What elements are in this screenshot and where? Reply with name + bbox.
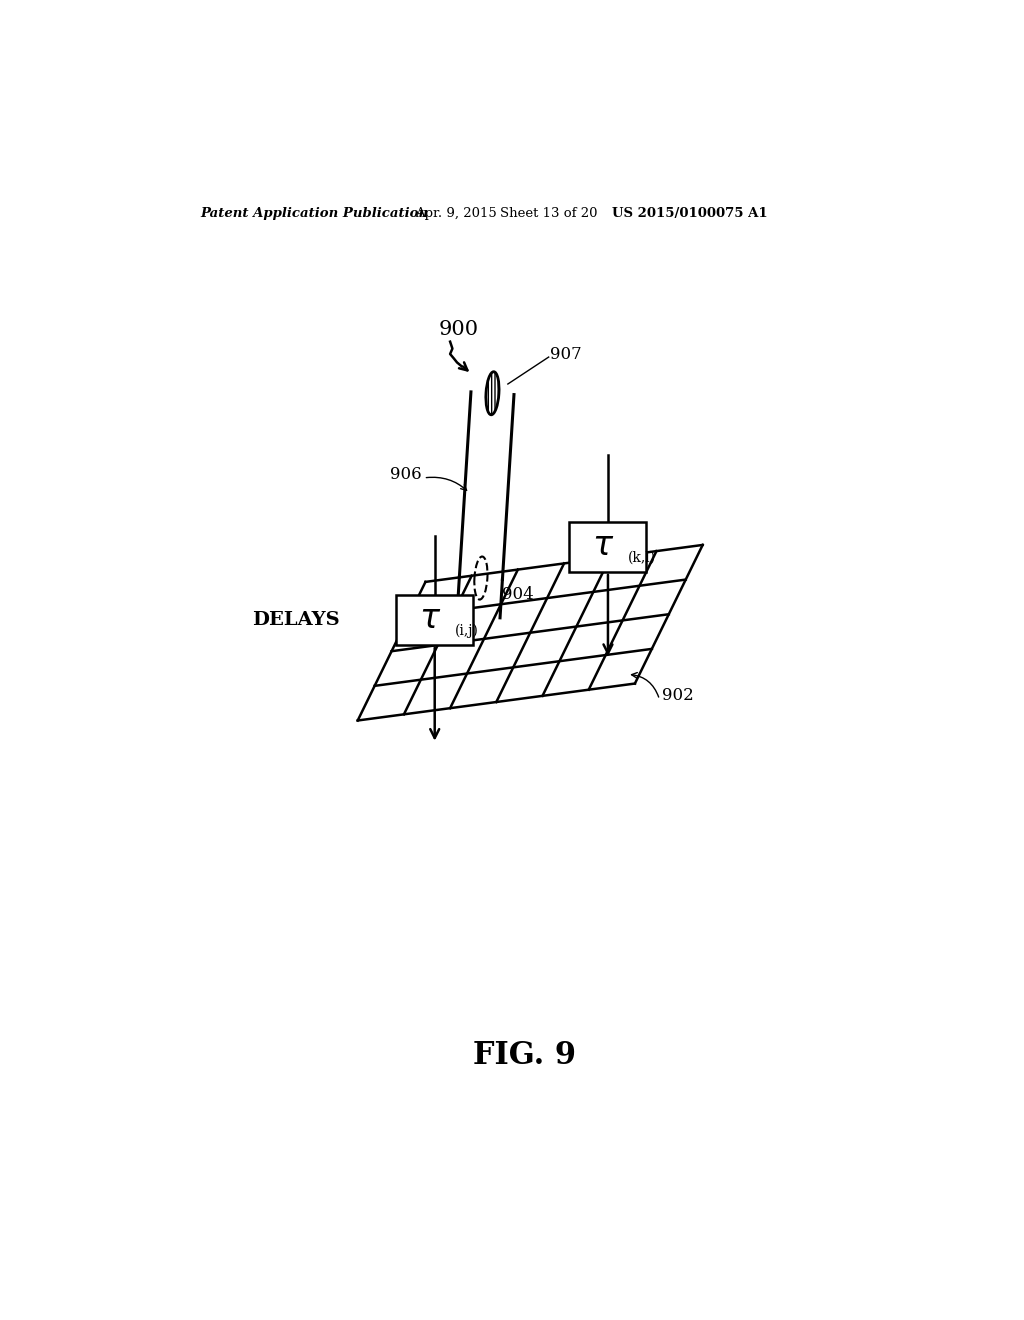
Text: (k,l): (k,l) <box>628 550 656 565</box>
Text: 900: 900 <box>438 319 478 339</box>
Text: $\tau$: $\tau$ <box>592 529 614 562</box>
FancyBboxPatch shape <box>569 521 646 572</box>
FancyArrowPatch shape <box>426 478 467 490</box>
Text: (i,j): (i,j) <box>455 624 478 639</box>
Text: 907: 907 <box>550 346 582 363</box>
Text: FIG. 9: FIG. 9 <box>473 1040 577 1071</box>
Ellipse shape <box>485 372 499 414</box>
Text: Sheet 13 of 20: Sheet 13 of 20 <box>500 207 598 220</box>
FancyArrowPatch shape <box>459 363 467 371</box>
Text: Patent Application Publication: Patent Application Publication <box>200 207 428 220</box>
Text: DELAYS: DELAYS <box>252 611 340 630</box>
Text: 904: 904 <box>503 586 535 603</box>
Text: 906: 906 <box>389 466 421 483</box>
Text: Apr. 9, 2015: Apr. 9, 2015 <box>416 207 498 220</box>
FancyBboxPatch shape <box>396 595 473 645</box>
FancyArrowPatch shape <box>632 673 658 697</box>
Text: $\tau$: $\tau$ <box>419 602 441 635</box>
Text: 902: 902 <box>662 686 693 704</box>
Text: US 2015/0100075 A1: US 2015/0100075 A1 <box>611 207 767 220</box>
